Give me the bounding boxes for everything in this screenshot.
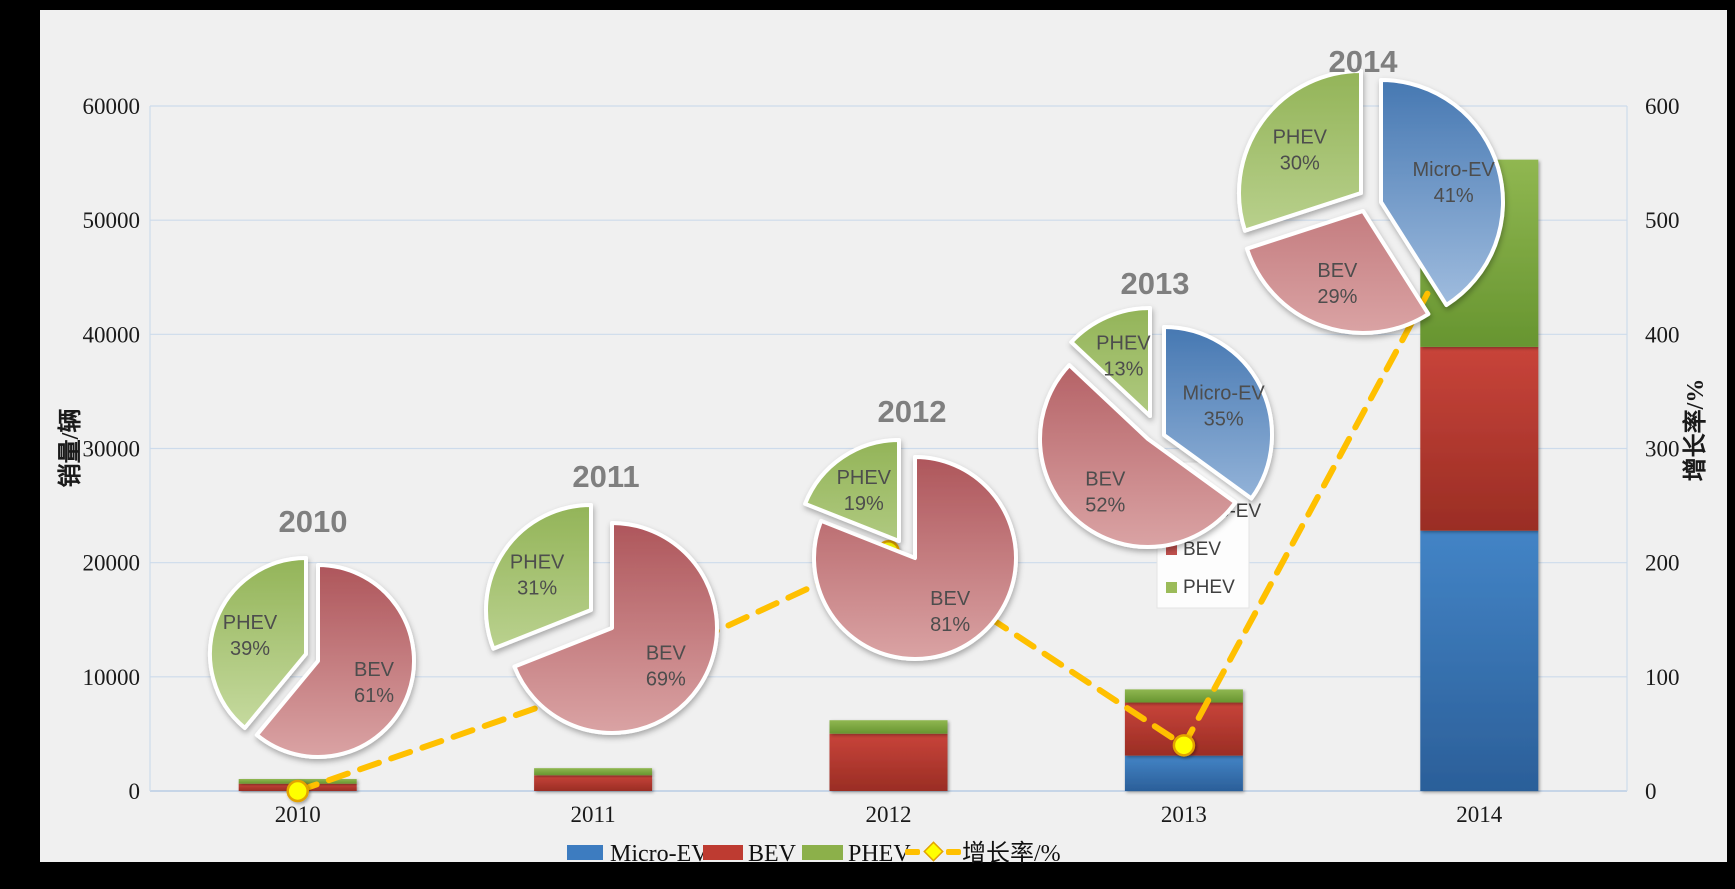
tick-label-right-600: 600 xyxy=(1645,94,1680,119)
pies-group: BEV 61% PHEV 39% 2010 BEV 69% PHEV 31% 2011 BEV 81%… xyxy=(208,44,1505,759)
bars-group xyxy=(238,159,1539,791)
legend-label-Micro-EV: Micro-EV xyxy=(610,841,709,867)
bar-segment-BEV-2011[interactable] xyxy=(534,775,653,791)
legend-item-BEV[interactable]: BEV xyxy=(703,841,797,867)
x-label-2011: 2011 xyxy=(571,802,616,827)
tick-label-right-100: 100 xyxy=(1645,665,1680,690)
pie-slice-label-2010-BEV: BEV 61% xyxy=(354,659,395,707)
tick-label-left-0: 0 xyxy=(129,779,141,804)
pie-slice-2011-PHEV[interactable] xyxy=(484,503,593,651)
pie-2014: Micro-EV 41% BEV 29% PHEV 30% 2014 xyxy=(1237,44,1505,335)
growth-marker-2013[interactable] xyxy=(1172,734,1196,757)
pie-slice-2013-PHEV[interactable] xyxy=(1069,306,1152,418)
x-label-2012: 2012 xyxy=(866,802,912,827)
x-label-2013: 2013 xyxy=(1161,802,1207,827)
bar-segment-Micro-EV-2013[interactable] xyxy=(1124,755,1243,791)
pie-slice-label-2013-BEV: BEV 52% xyxy=(1085,469,1126,517)
pie-2012: BEV 81% PHEV 19% 2012 xyxy=(803,394,1018,661)
tick-label-left-20000: 20000 xyxy=(83,551,141,576)
tick-label-left-10000: 10000 xyxy=(83,665,141,690)
pie-2011: BEV 69% PHEV 31% 2011 xyxy=(484,459,719,735)
pie-slice-label-2011-BEV: BEV 69% xyxy=(646,643,687,691)
axis-ticks-group: 0 10000 20000 30000 40000 50000 60000 0 100 200 30… xyxy=(83,94,1680,827)
pie-legend-swatch-BEV xyxy=(1166,544,1177,555)
pie-legend-label-BEV: BEV xyxy=(1183,539,1221,560)
pie-title-2011: 2011 xyxy=(572,459,639,494)
tick-label-right-0: 0 xyxy=(1645,779,1657,804)
pie-slice-label-2014-Micro-EV: Micro-EV 41% xyxy=(1413,159,1496,207)
legend-diamond-icon xyxy=(923,841,944,862)
pie-slice-2011-BEV[interactable] xyxy=(512,521,719,735)
bar-segment-PHEV-2011[interactable] xyxy=(534,768,653,776)
pie-slice-label-2010-PHEV: PHEV 39% xyxy=(223,612,278,660)
pie-slice-label-2014-BEV: BEV 29% xyxy=(1317,260,1358,308)
bar-segment-Micro-EV-2014[interactable] xyxy=(1420,530,1539,791)
legend-swatch-BEV xyxy=(703,845,743,860)
pie-slice-2014-PHEV[interactable] xyxy=(1237,69,1363,233)
tick-label-left-50000: 50000 xyxy=(83,208,141,233)
pie-slice-label-2014-PHEV: PHEV 30% xyxy=(1273,127,1328,175)
pie-slice-2010-PHEV[interactable] xyxy=(208,556,308,730)
pie-slice-label-2013-PHEV: PHEV 13% xyxy=(1096,333,1151,381)
bar-segment-PHEV-2013[interactable] xyxy=(1124,689,1243,703)
growth-marker-2010[interactable] xyxy=(286,779,309,803)
tick-label-left-30000: 30000 xyxy=(83,437,141,462)
legend-item-PHEV[interactable]: PHEV xyxy=(802,841,911,867)
bar-segment-BEV-2012[interactable] xyxy=(829,733,948,791)
tick-label-left-40000: 40000 xyxy=(83,322,141,347)
legend-item-Micro-EV[interactable]: Micro-EV xyxy=(567,841,709,867)
tick-label-right-200: 200 xyxy=(1645,551,1680,576)
axis-title-right: 增长率/% xyxy=(1681,379,1709,482)
pie-2010: BEV 61% PHEV 39% 2010 xyxy=(208,504,416,759)
pie-legend-swatch-PHEV xyxy=(1166,582,1177,593)
pie-title-2010: 2010 xyxy=(279,504,348,539)
legend-item-增长率/%[interactable]: 增长率/% xyxy=(905,840,1061,867)
x-label-2014: 2014 xyxy=(1456,802,1503,827)
legend-swatch-Micro-EV xyxy=(567,845,603,860)
pie-slice-2010-BEV[interactable] xyxy=(254,563,416,759)
pie-slice-label-2012-BEV: BEV 81% xyxy=(930,588,971,636)
pie-2013: Micro-EV 35% BEV 52% PHEV 13% 2013 xyxy=(1038,266,1274,550)
tick-label-right-400: 400 xyxy=(1645,322,1680,347)
legend-label-BEV: BEV xyxy=(748,841,797,867)
tick-label-left-60000: 60000 xyxy=(83,94,141,119)
pie-title-2014: 2014 xyxy=(1329,44,1399,79)
tick-label-right-300: 300 xyxy=(1645,437,1680,462)
pie-slice-2012-BEV[interactable] xyxy=(812,455,1018,661)
pie-slice-2013-Micro-EV[interactable] xyxy=(1162,325,1274,501)
pie-legend-label-PHEV: PHEV xyxy=(1183,577,1235,598)
tick-label-right-500: 500 xyxy=(1645,208,1680,233)
bar-segment-PHEV-2012[interactable] xyxy=(829,720,948,734)
pie-slice-2013-BEV[interactable] xyxy=(1038,363,1238,550)
legend-dash-icon xyxy=(905,849,920,855)
bar-segment-BEV-2014[interactable] xyxy=(1420,346,1539,531)
x-label-2010: 2010 xyxy=(275,802,321,827)
pie-title-2013: 2013 xyxy=(1121,266,1190,301)
legend-dash-icon xyxy=(946,849,961,855)
pie-slice-label-2012-PHEV: PHEV 19% xyxy=(837,467,892,515)
pie-slice-label-2011-PHEV: PHEV 31% xyxy=(510,551,565,599)
legend-label-PHEV: PHEV xyxy=(848,841,911,867)
pie-slice-2012-PHEV[interactable] xyxy=(803,438,901,543)
legend-swatch-PHEV xyxy=(802,845,843,860)
pie-slice-label-2013-Micro-EV: Micro-EV 35% xyxy=(1183,383,1266,431)
pie-slice-2014-Micro-EV[interactable] xyxy=(1379,78,1505,308)
legend-group: Micro-EV BEV PHEV 增长率/% xyxy=(567,840,1061,867)
axis-title-left: 销量/辆 xyxy=(57,409,84,488)
legend-label-增长率/%: 增长率/% xyxy=(962,840,1061,867)
pie-slice-2014-BEV[interactable] xyxy=(1244,209,1431,335)
pie-title-2012: 2012 xyxy=(878,394,947,429)
